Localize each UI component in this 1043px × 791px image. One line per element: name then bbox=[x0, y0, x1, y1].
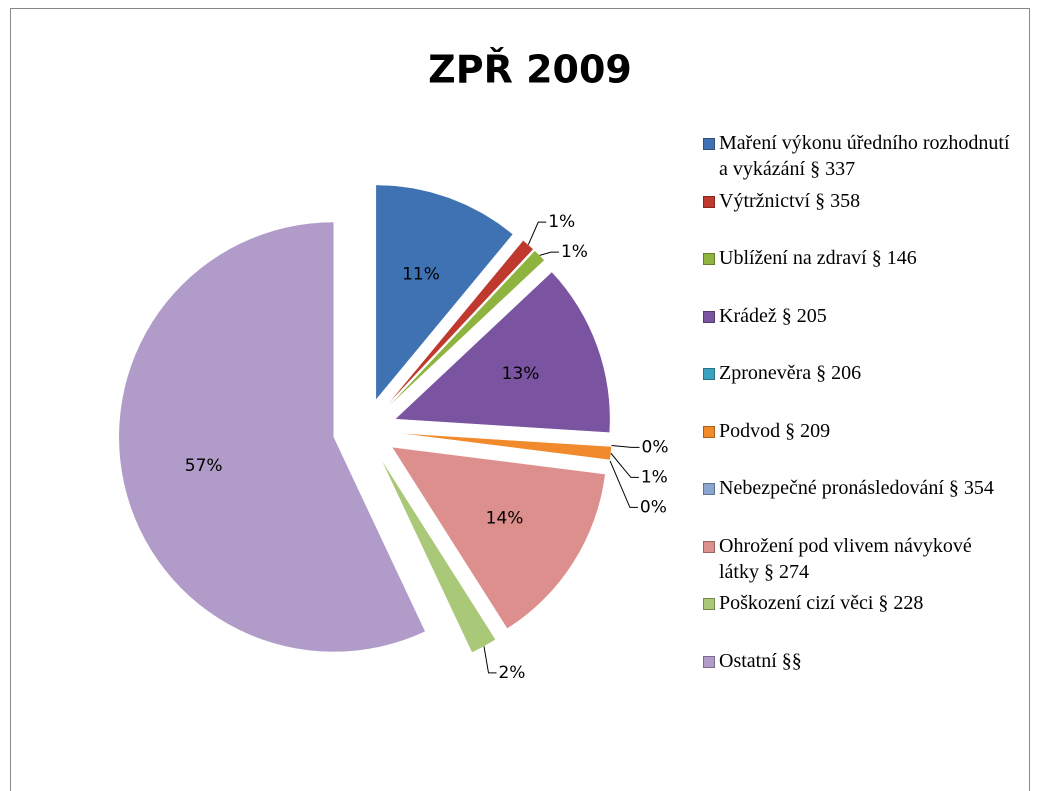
legend-item: Maření výkonu úředního rozhodnutí a vyká… bbox=[703, 130, 1013, 188]
data-label: 57% bbox=[185, 456, 223, 476]
pie-slice bbox=[396, 432, 612, 461]
data-label: 14% bbox=[486, 509, 524, 529]
leader-line bbox=[610, 452, 639, 478]
data-label: 1% bbox=[561, 242, 588, 262]
legend-item: Nebezpečné pronásledování § 354 bbox=[703, 475, 1013, 533]
pie-slice bbox=[118, 221, 426, 653]
legend-label: Ublížení na zdraví § 146 bbox=[719, 247, 917, 269]
legend-label: Zpronevěra § 206 bbox=[719, 362, 862, 384]
legend-swatch bbox=[703, 138, 715, 150]
pie-slice bbox=[394, 271, 611, 433]
legend-label: Podvod § 209 bbox=[719, 419, 831, 442]
data-label: 0% bbox=[640, 497, 667, 517]
legend-swatch bbox=[703, 253, 715, 265]
data-label: 1% bbox=[548, 212, 575, 232]
legend-item: Ublížení na zdraví § 146 bbox=[703, 245, 1013, 303]
data-label: 13% bbox=[502, 364, 540, 384]
data-label: 11% bbox=[402, 264, 440, 284]
pie-slice bbox=[391, 446, 606, 630]
legend-swatch bbox=[703, 425, 715, 438]
legend-swatch bbox=[703, 655, 715, 668]
legend-swatch bbox=[703, 483, 715, 495]
legend-item: Zpronevěra § 206 bbox=[703, 360, 1013, 418]
legend-item: Ostatní §§ bbox=[703, 648, 1013, 706]
legend-item: Poškození cizí věci § 228 bbox=[703, 590, 1013, 648]
legend-label: Ostatní §§ bbox=[719, 649, 802, 672]
legend-swatch bbox=[703, 195, 715, 208]
legend-item: Podvod § 209 bbox=[703, 418, 1013, 476]
leader-line bbox=[483, 646, 497, 674]
legend-item: Ohrožení pod vlivem návykové látky § 274 bbox=[703, 533, 1013, 591]
legend-label: Výtržnictví § 358 bbox=[719, 189, 861, 212]
legend-swatch bbox=[703, 368, 715, 380]
data-label: 2% bbox=[498, 663, 525, 683]
data-label: 1% bbox=[641, 467, 668, 487]
leader-line bbox=[611, 445, 640, 448]
leader-line bbox=[609, 460, 638, 508]
legend-swatch bbox=[703, 598, 715, 610]
legend-item: Výtržnictví § 358 bbox=[703, 188, 1013, 246]
legend-label: Krádež § 205 bbox=[719, 304, 827, 327]
chart-frame bbox=[10, 8, 1030, 791]
legend-label: Ohrožení pod vlivem návykové látky § 274 bbox=[719, 534, 972, 583]
data-label: 0% bbox=[642, 437, 669, 457]
leader-line bbox=[539, 251, 559, 256]
legend-label: Maření výkonu úředního rozhodnutí a vyká… bbox=[719, 132, 1010, 180]
legend-item: Krádež § 205 bbox=[703, 303, 1013, 361]
pie-slice bbox=[396, 433, 611, 462]
chart-title: ZPŘ 2009 bbox=[428, 48, 632, 92]
leader-line bbox=[527, 221, 547, 245]
legend: Maření výkonu úředního rozhodnutí a vyká… bbox=[703, 130, 1013, 705]
legend-swatch bbox=[703, 310, 715, 323]
legend-label: Nebezpečné pronásledování § 354 bbox=[719, 477, 994, 499]
pie-slice bbox=[375, 184, 514, 401]
legend-swatch bbox=[703, 540, 715, 553]
legend-label: Poškození cizí věci § 228 bbox=[719, 592, 924, 614]
